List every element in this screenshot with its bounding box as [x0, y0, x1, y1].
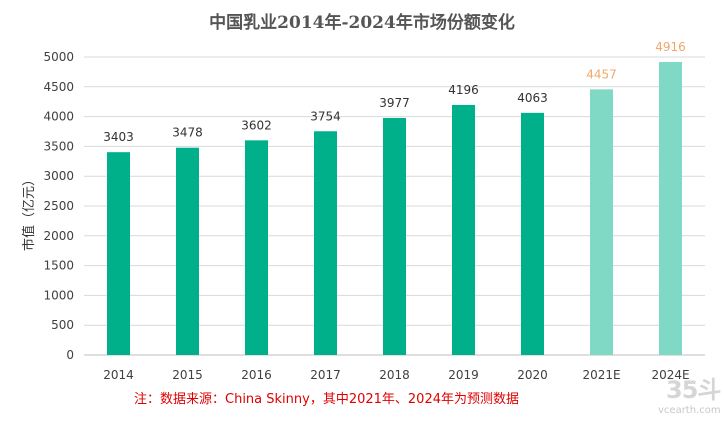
y-tick-label: 1500 — [43, 259, 74, 273]
data-source-note: 注：数据来源：China Skinny，其中2021年、2024年为预测数据 — [134, 392, 519, 407]
bar — [314, 131, 337, 355]
x-tick-label: 2021E — [582, 368, 620, 382]
bar-value-label: 4196 — [448, 83, 479, 97]
bar — [245, 140, 268, 355]
x-tick-label: 2019 — [448, 368, 479, 382]
y-tick-label: 5000 — [43, 50, 74, 64]
bar — [176, 147, 199, 355]
x-tick-label: 2014 — [103, 368, 134, 382]
bar — [452, 104, 475, 356]
chart-title: 中国乳业2014年-2024年市场份额变化 — [209, 13, 515, 33]
x-tick-label: 2017 — [310, 368, 341, 382]
bar — [590, 89, 613, 356]
bar-value-label: 4063 — [517, 91, 548, 105]
bars — [107, 62, 682, 356]
x-tick-label: 2024E — [651, 368, 689, 382]
data-labels: 3403 3478 3602 3754 3977 4196 4063 4457 4916 — [103, 40, 686, 144]
y-tick-label: 3500 — [43, 139, 74, 153]
x-tick-label: 2018 — [379, 368, 410, 382]
x-tick-label: 2015 — [172, 368, 203, 382]
y-tick-label: 1000 — [43, 288, 74, 302]
y-tick-label: 500 — [51, 318, 74, 332]
bar — [659, 62, 682, 355]
bar-value-label: 3403 — [103, 130, 134, 144]
bar-value-label: 3754 — [310, 109, 341, 123]
y-tick-label: 3000 — [43, 169, 74, 183]
bar — [107, 152, 130, 355]
bar-value-label: 4916 — [655, 40, 686, 54]
y-tick-label: 4000 — [43, 110, 74, 124]
bar-value-label: 3977 — [379, 96, 410, 110]
watermark-site: vcearth.com — [658, 405, 721, 416]
bar-value-label: 3602 — [241, 118, 272, 132]
bar — [521, 112, 544, 355]
y-axis-ticks: 0 500 1000 1500 2000 2500 3000 3500 4000 4500 5000 — [43, 50, 74, 362]
bar — [383, 117, 406, 356]
y-tick-label: 2000 — [43, 229, 74, 243]
bar-value-label: 4457 — [586, 67, 617, 81]
x-axis-ticks: 2014 2015 2016 2017 2018 2019 2020 2021E 2024E — [103, 368, 689, 382]
y-tick-label: 0 — [66, 348, 74, 362]
watermark-logo: 35斗 — [666, 376, 721, 404]
y-axis-label: 市值（亿元） — [21, 173, 37, 251]
x-tick-label: 2016 — [241, 368, 272, 382]
bar-value-label: 3478 — [172, 126, 203, 140]
x-tick-label: 2020 — [517, 368, 548, 382]
y-tick-label: 2500 — [43, 199, 74, 213]
y-tick-label: 4500 — [43, 80, 74, 94]
